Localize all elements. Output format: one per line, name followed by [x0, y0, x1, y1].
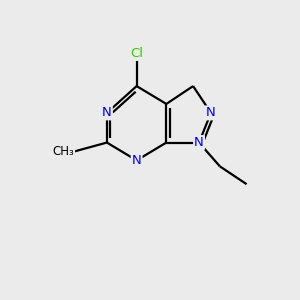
Text: N: N	[102, 106, 112, 119]
Text: Cl: Cl	[130, 47, 143, 60]
Text: N: N	[194, 136, 204, 149]
Text: CH₃: CH₃	[52, 145, 74, 158]
Text: N: N	[206, 106, 216, 119]
Text: N: N	[132, 154, 142, 167]
